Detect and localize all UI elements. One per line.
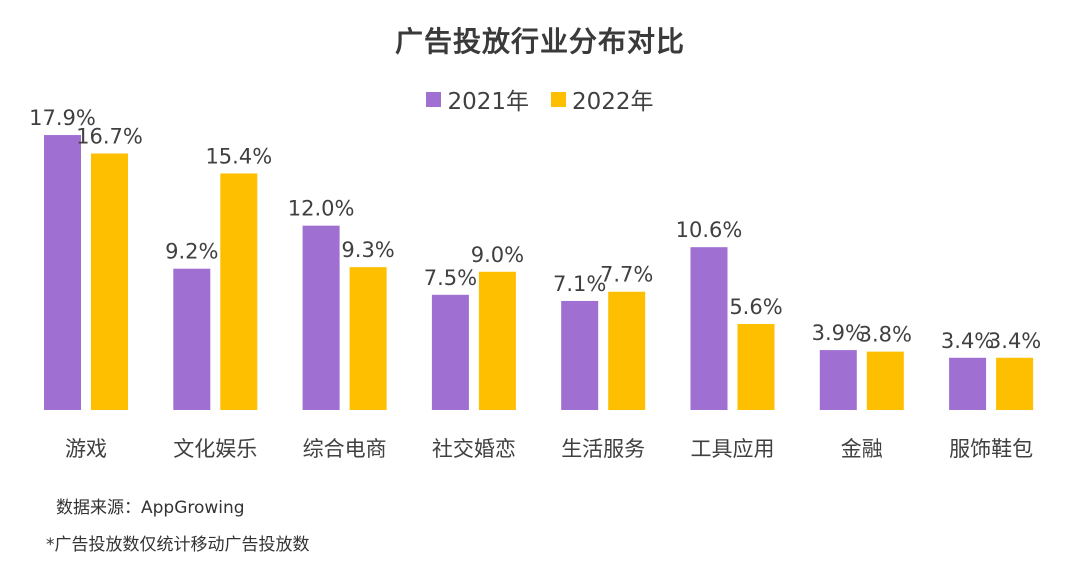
- bar-2021-0: [44, 135, 81, 410]
- data-label-2021-7: 3.4%: [941, 329, 994, 353]
- bar-2022-7: [996, 357, 1034, 410]
- bar-2022-6: [866, 351, 904, 410]
- category-label-7: 服饰鞋包: [949, 437, 1033, 461]
- legend-swatch-2021: [426, 91, 442, 107]
- bar-2021-2: [302, 225, 340, 410]
- category-label-1: 文化娱乐: [173, 437, 257, 461]
- data-label-2021-4: 7.1%: [553, 272, 606, 296]
- data-label-2022-6: 3.8%: [859, 323, 912, 347]
- category-label-6: 金融: [841, 437, 883, 461]
- data-label-2022-2: 9.3%: [341, 238, 394, 262]
- bar-2022-4: [608, 291, 646, 410]
- data-label-2022-5: 5.6%: [729, 295, 782, 319]
- bar-2022-5: [737, 323, 775, 410]
- category-label-2: 综合电商: [303, 437, 387, 461]
- data-label-2022-0: 16.7%: [76, 124, 143, 148]
- category-label-3: 社交婚恋: [432, 437, 516, 461]
- data-label-2021-3: 7.5%: [424, 266, 477, 290]
- data-label-2022-4: 7.7%: [600, 263, 653, 287]
- bar-2021-1: [173, 268, 211, 410]
- category-label-0: 游戏: [65, 437, 107, 461]
- bar-2022-3: [478, 271, 516, 410]
- legend-label-2021: 2021年: [447, 89, 529, 115]
- data-source-note: 数据来源：AppGrowing: [56, 498, 245, 518]
- bar-2021-5: [690, 247, 728, 410]
- category-label-5: 工具应用: [691, 437, 775, 461]
- data-label-2021-5: 10.6%: [676, 218, 743, 242]
- bar-2022-1: [220, 173, 258, 410]
- bar-2021-6: [819, 350, 857, 410]
- data-label-2021-0: 17.9%: [29, 106, 96, 130]
- bar-2021-7: [949, 357, 987, 410]
- chart-legend: 2021年 2022年: [0, 82, 1080, 116]
- legend-label-2022: 2022年: [572, 89, 654, 115]
- bar-2022-2: [349, 267, 387, 410]
- data-label-2022-7: 3.4%: [988, 329, 1041, 353]
- legend-item-2022: 2022年: [551, 82, 654, 116]
- legend-swatch-2022: [551, 91, 566, 107]
- data-label-2022-1: 15.4%: [205, 144, 272, 168]
- bar-2021-4: [561, 300, 599, 410]
- bar-2021-3: [431, 294, 469, 410]
- data-label-2021-2: 12.0%: [288, 197, 355, 221]
- data-label-2022-3: 9.0%: [471, 243, 524, 267]
- data-label-2021-1: 9.2%: [165, 240, 218, 264]
- legend-item-2021: 2021年: [426, 82, 529, 116]
- chart-title: 广告投放行业分布对比: [394, 25, 685, 58]
- bar-2022-0: [91, 153, 128, 410]
- bar-chart: 17.9%16.7% 游戏 9.2% 15.4% 文化娱乐 12.0% 9.3% 综合电商 7.…: [29, 106, 1041, 461]
- data-label-2021-6: 3.9%: [812, 321, 865, 345]
- category-label-4: 生活服务: [561, 437, 645, 461]
- footnote: *广告投放数仅统计移动广告投放数: [46, 535, 310, 555]
